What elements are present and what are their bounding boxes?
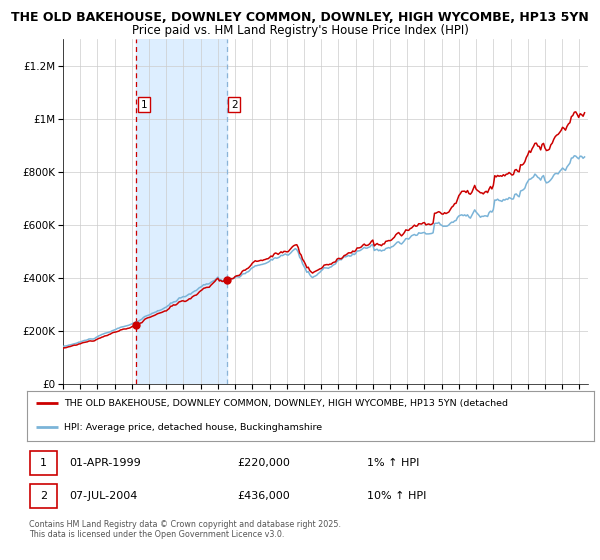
Text: 10% ↑ HPI: 10% ↑ HPI [367,491,427,501]
Text: £220,000: £220,000 [237,458,290,468]
Bar [136,39,227,384]
Text: 1: 1 [40,458,47,468]
Text: 1: 1 [140,100,147,110]
Text: THE OLD BAKEHOUSE, DOWNLEY COMMON, DOWNLEY, HIGH WYCOMBE, HP13 5YN: THE OLD BAKEHOUSE, DOWNLEY COMMON, DOWNL… [11,11,589,24]
Text: HPI: Average price, detached house, Buckinghamshire: HPI: Average price, detached house, Buck… [64,423,322,432]
Text: 1% ↑ HPI: 1% ↑ HPI [367,458,419,468]
Text: 2: 2 [40,491,47,501]
FancyBboxPatch shape [30,484,57,508]
Text: 2: 2 [231,100,238,110]
Text: Contains HM Land Registry data © Crown copyright and database right 2025.
This d: Contains HM Land Registry data © Crown c… [29,520,341,539]
Text: 07-JUL-2004: 07-JUL-2004 [70,491,138,501]
Text: THE OLD BAKEHOUSE, DOWNLEY COMMON, DOWNLEY, HIGH WYCOMBE, HP13 5YN (detached: THE OLD BAKEHOUSE, DOWNLEY COMMON, DOWNL… [64,399,508,408]
Text: £436,000: £436,000 [237,491,290,501]
Text: 01-APR-1999: 01-APR-1999 [70,458,141,468]
Text: Price paid vs. HM Land Registry's House Price Index (HPI): Price paid vs. HM Land Registry's House … [131,24,469,37]
FancyBboxPatch shape [30,451,57,475]
